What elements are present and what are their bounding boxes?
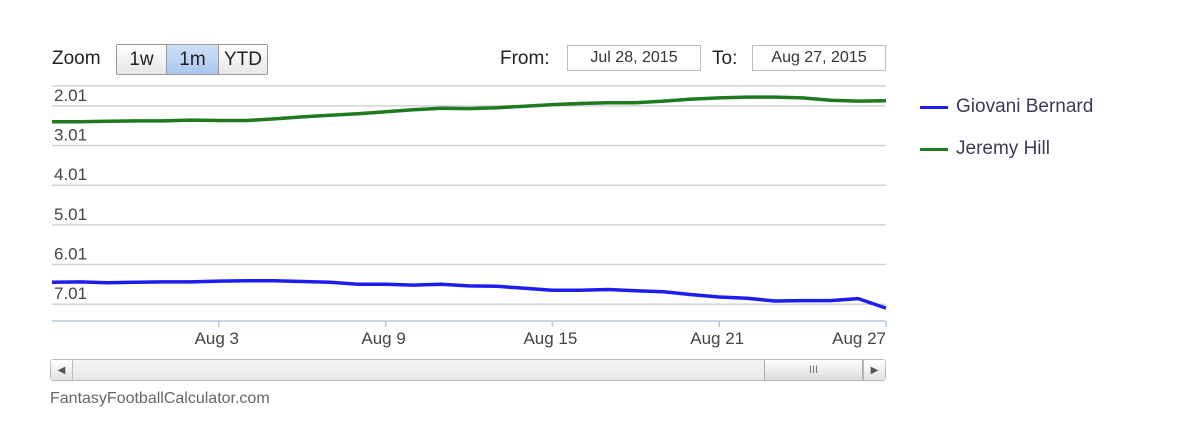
zoom-ytd-button[interactable]: YTD bbox=[219, 45, 267, 74]
from-date-input[interactable] bbox=[567, 45, 701, 71]
to-date-input[interactable] bbox=[752, 45, 886, 71]
legend-item-giovani-bernard[interactable]: Giovani Bernard bbox=[920, 86, 1093, 128]
to-label: To: bbox=[712, 48, 738, 69]
scroll-thumb[interactable]: III bbox=[764, 360, 863, 380]
zoom-label: Zoom bbox=[52, 48, 101, 69]
x-tick-label: Aug 27 bbox=[832, 329, 886, 348]
y-tick-label: 5.01 bbox=[54, 205, 87, 224]
y-tick-label: 4.01 bbox=[54, 165, 87, 184]
zoom-1w-button[interactable]: 1w bbox=[117, 45, 167, 74]
y-tick-label: 7.01 bbox=[54, 284, 87, 303]
legend-item-jeremy-hill[interactable]: Jeremy Hill bbox=[920, 128, 1093, 170]
navigator-scrollbar[interactable]: ◀ III ▶ bbox=[50, 359, 886, 381]
y-tick-label: 3.01 bbox=[54, 126, 87, 145]
zoom-button-group: 1w 1m YTD bbox=[116, 44, 268, 75]
chart-legend: Giovani Bernard Jeremy Hill bbox=[920, 86, 1093, 170]
legend-label: Jeremy Hill bbox=[956, 138, 1050, 159]
legend-line-icon bbox=[920, 147, 948, 151]
series-line-giovani-bernard bbox=[51, 278, 887, 310]
zoom-1m-button[interactable]: 1m bbox=[167, 45, 219, 74]
scroll-left-icon[interactable]: ◀ bbox=[51, 360, 73, 380]
scroll-right-icon[interactable]: ▶ bbox=[863, 360, 885, 380]
series-line-jeremy-hill bbox=[52, 95, 887, 124]
legend-label: Giovani Bernard bbox=[956, 96, 1094, 117]
x-tick-label: Aug 15 bbox=[523, 329, 577, 348]
from-label: From: bbox=[500, 48, 550, 69]
x-tick-label: Aug 21 bbox=[690, 329, 744, 348]
credits-text: FantasyFootballCalculator.com bbox=[50, 390, 270, 407]
legend-line-icon bbox=[920, 105, 948, 109]
y-tick-label: 6.01 bbox=[54, 245, 87, 264]
x-tick-label: Aug 9 bbox=[361, 329, 405, 348]
y-tick-label: 2.01 bbox=[54, 86, 87, 105]
x-tick-label: Aug 3 bbox=[195, 329, 239, 348]
